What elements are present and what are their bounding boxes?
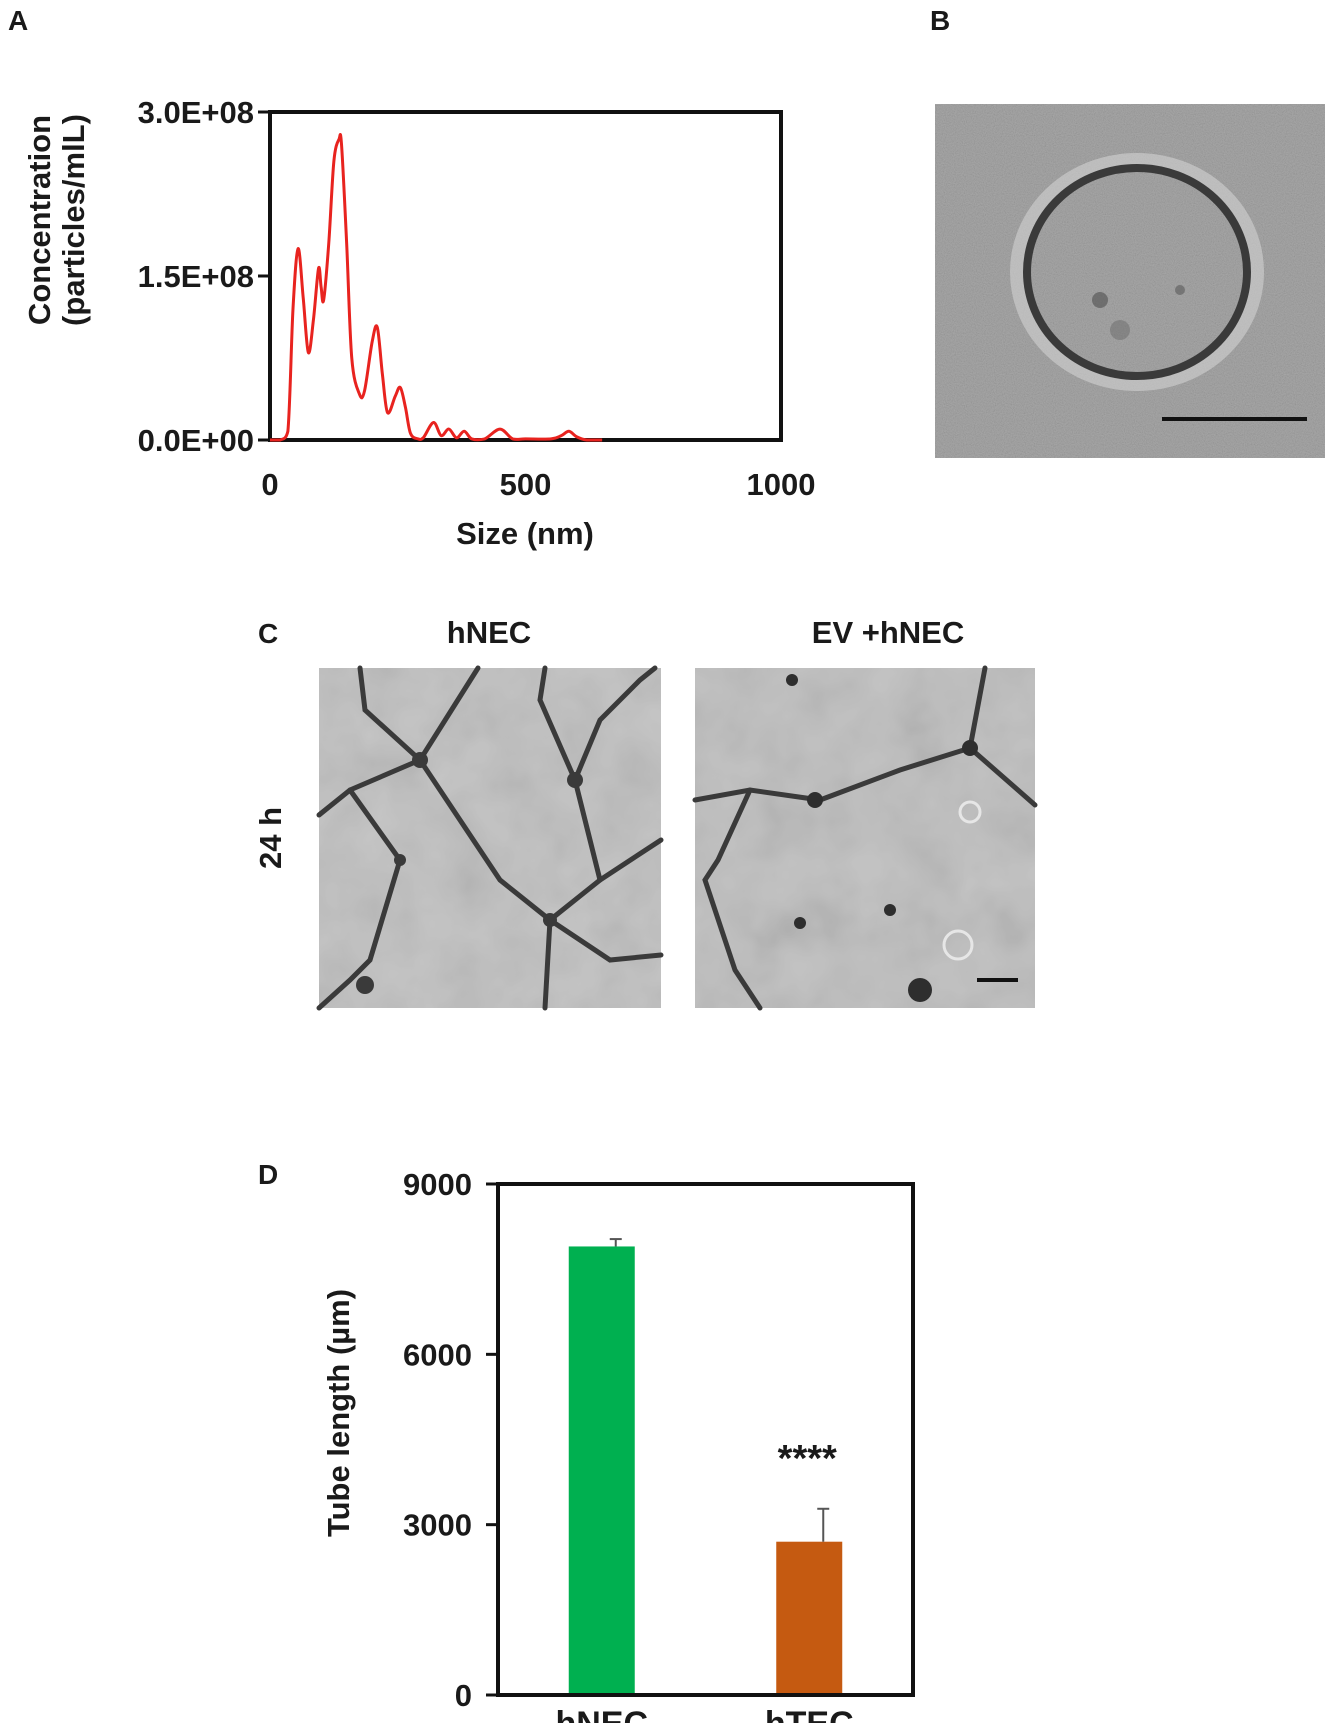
panel-d-letter: D — [258, 1159, 278, 1190]
panel-c-row-label: 24 h — [253, 807, 288, 869]
panel-d-bar-hnec — [568, 1246, 635, 1693]
tube-segment — [357, 665, 481, 764]
tube-segment — [537, 665, 578, 783]
panel-a-ytick-label: 0.0E+00 — [138, 423, 254, 458]
cell-cluster — [356, 976, 374, 994]
cell-cluster — [794, 917, 806, 929]
panel-b-inner-density — [1092, 292, 1108, 308]
tube-segment — [316, 787, 403, 1011]
panel-d-xtick-label: hTEC — [765, 1705, 854, 1723]
panel-a-ytick-label: 3.0E+08 — [138, 95, 254, 130]
panel-b-letter: B — [930, 5, 950, 36]
panel-d-significance-annotation: **** — [778, 1438, 837, 1480]
panel-c-micrograph-ev-hnec — [692, 665, 1038, 1011]
panel-c-ev-hnec-cell-clusters — [786, 674, 978, 1002]
panel-c-ev-hnec-tube-network — [692, 665, 1038, 1011]
panel-c-micrograph-hnec — [316, 665, 664, 1011]
tube-segment — [572, 665, 658, 783]
cell-cluster — [807, 792, 823, 808]
panel-a-xlabel: Size (nm) — [456, 516, 594, 551]
panel-a-ylabel-line1: Concentration — [22, 115, 57, 325]
tube-segment — [542, 917, 553, 1011]
panel-c-micrograph-ev-hnec-background — [695, 668, 1035, 1008]
panel-c-micrograph-hnec-background — [319, 668, 661, 1008]
panel-c-col-label-ev-hnec: EV +hNEC — [812, 615, 964, 650]
panel-c-col-label-hnec: hNEC — [447, 615, 531, 650]
tube-segment — [702, 787, 763, 1011]
cell-cluster — [884, 904, 896, 916]
panel-d-xtick-label: hNEC — [555, 1705, 648, 1723]
panel-d-bars: **** — [568, 1238, 843, 1693]
panel-d-ylabel: Tube length (µm) — [321, 1289, 356, 1537]
panel-c-hnec-cell-clusters — [356, 752, 583, 994]
cell-cluster — [567, 772, 583, 788]
panel-a-xtick-label: 1000 — [747, 467, 816, 502]
tube-segment — [692, 745, 1038, 808]
panel-c-ev-hnec-bubble — [958, 800, 982, 824]
panel-a-xtick-label: 500 — [500, 467, 552, 502]
panel-a-ylabel-line2: (particles/mlL) — [56, 114, 91, 326]
panel-a: A Concentration (particles/mlL) 0.0E+00 1… — [8, 5, 815, 551]
panel-d-ytick-label: 9000 — [403, 1167, 472, 1202]
panel-b: B — [930, 5, 1325, 458]
panel-a-ticks: 0.0E+00 1.5E+08 3.0E+08 0 500 1000 — [138, 95, 816, 502]
panel-b-halo — [1010, 153, 1264, 391]
panel-a-xtick-label: 0 — [261, 467, 278, 502]
panel-a-ytick-label: 1.5E+08 — [138, 259, 254, 294]
tube-segment — [967, 665, 988, 751]
panel-b-inner-density — [1175, 285, 1185, 295]
panel-d-plot-frame — [496, 1182, 915, 1697]
panel-d-ytick-label: 6000 — [403, 1337, 472, 1372]
cell-cluster — [908, 978, 932, 1002]
cell-cluster — [412, 752, 428, 768]
panel-d-bar-htec — [776, 1541, 843, 1693]
tube-segment — [572, 777, 603, 883]
panel-b-cryo-em-micrograph — [935, 104, 1325, 458]
panel-c: C hNEC EV +hNEC 24 h — [253, 615, 1038, 1011]
panel-a-size-distribution-line — [270, 133, 603, 442]
panel-c-ev-hnec-bubble — [942, 929, 974, 961]
panel-a-ylabel: Concentration (particles/mlL) — [22, 114, 91, 326]
cell-cluster — [394, 854, 406, 866]
cell-cluster — [786, 674, 798, 686]
cell-cluster — [543, 913, 557, 927]
cell-cluster — [962, 740, 978, 756]
panel-d-ytick-label: 3000 — [403, 1508, 472, 1543]
panel-d-ytick-label: 0 — [455, 1678, 472, 1713]
panel-c-letter: C — [258, 618, 278, 649]
panel-b-inner-density — [1110, 320, 1130, 340]
panel-b-vesicle-membrane — [1023, 164, 1251, 380]
panel-d-ticks: 0 3000 6000 9000 hNEC hTEC — [403, 1167, 854, 1723]
panel-a-letter: A — [8, 5, 28, 36]
tube-segment — [547, 917, 664, 963]
panel-d: D Tube length (µm) 0 3000 6000 9000 hNEC hTEC… — [258, 1159, 915, 1723]
